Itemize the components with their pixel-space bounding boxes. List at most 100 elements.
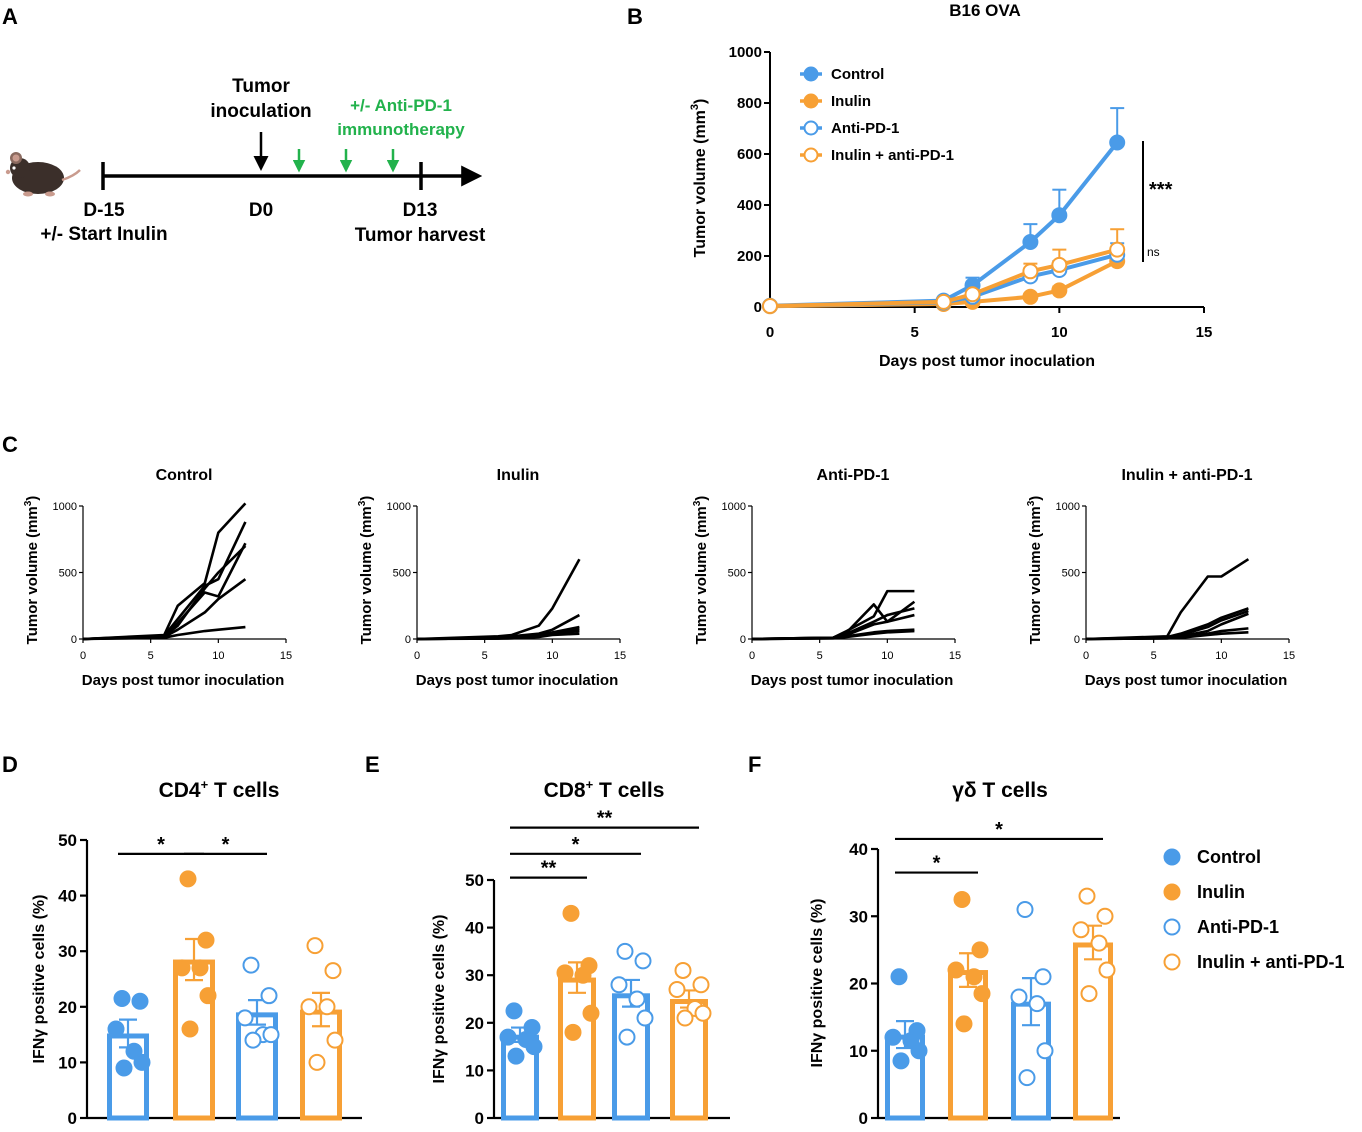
y-axis-label-end: ) (692, 99, 709, 104)
x-tick-label: 5 (148, 650, 154, 662)
y-tick-label: 40 (465, 919, 484, 938)
y-tick-label: 0 (475, 1109, 484, 1128)
data-point (1096, 907, 1114, 925)
legend-swatch-marker (803, 93, 819, 109)
legend-label-inulin: Inulin (831, 93, 871, 110)
mouse-line-m3 (751, 607, 915, 641)
data-point (1018, 1069, 1036, 1087)
x-tick-label: 10 (1215, 650, 1227, 662)
legend-swatch (1163, 953, 1181, 971)
data-point (326, 1031, 344, 1049)
data-point (618, 1028, 636, 1046)
x-tick-label: 0 (749, 650, 755, 662)
y-tick-label: 1000 (387, 501, 411, 513)
x-tick-label: 10 (881, 650, 893, 662)
chart-title: γδ T cells (952, 779, 1048, 802)
inoculation-label: inoculation (210, 101, 311, 122)
immunotherapy-label: immunotherapy (337, 120, 465, 139)
y-tick-label: 0 (1074, 634, 1080, 646)
y-tick-label: 50 (465, 871, 484, 890)
data-point (1051, 282, 1068, 299)
chart-title-end: T cells (593, 779, 664, 802)
x-axis-label: Days post tumor inoculation (82, 672, 285, 689)
chart-title: Control (156, 467, 213, 484)
data-point (306, 937, 324, 955)
small-chart-inulin: Inulin 0 5 10 15 0 500 1000 Days post tumor inoc… (357, 467, 626, 689)
data-point (181, 1020, 199, 1038)
bar-group-inulin (947, 890, 991, 1121)
comparison-label: ** (597, 808, 613, 830)
y-axis-label-end: ) (693, 496, 710, 501)
chart-title-sup: + (201, 777, 209, 792)
bar-group-inulin-anti-pd-1 (668, 961, 712, 1121)
day-start-label: D-15 (83, 200, 125, 221)
data-point (1078, 887, 1096, 905)
data-point (610, 976, 628, 994)
mouse-line-m1 (1085, 558, 1250, 641)
chart-title-sup: + (586, 777, 594, 792)
y-tick-label: 10 (849, 1042, 868, 1061)
data-point (692, 976, 710, 994)
x-tick-label: 10 (212, 650, 224, 662)
data-point (131, 992, 149, 1010)
legend-label-inulin: Inulin (1197, 882, 1245, 902)
x-axis-label: Days post tumor inoculation (879, 353, 1095, 370)
bar-group-control (499, 1002, 543, 1121)
y-tick-label: 600 (737, 146, 762, 163)
y-tick-label: 20 (58, 998, 77, 1017)
panel-label-a: A (2, 4, 18, 29)
series-inulin-anti-pd-1 (762, 228, 1126, 314)
y-tick-label: 500 (1062, 568, 1080, 580)
y-tick-label: 400 (737, 197, 762, 214)
data-point (884, 1028, 902, 1046)
data-point (564, 1023, 582, 1041)
panel-label-d: D (2, 752, 18, 777)
y-axis-label-main: Tumor volume (mm (692, 110, 709, 257)
y-tick-label: 40 (58, 887, 77, 906)
comparison-label: * (222, 834, 230, 856)
data-point (199, 987, 217, 1005)
y-axis-label: Tumor volume (mm3) (357, 496, 375, 645)
y-tick-label: 0 (754, 299, 762, 316)
x-tick-label: 5 (482, 650, 488, 662)
y-tick-label: 20 (849, 975, 868, 994)
data-point (562, 904, 580, 922)
data-point (1109, 241, 1126, 258)
data-point (1051, 256, 1068, 273)
data-point (955, 1015, 973, 1033)
mouse-line-m6 (416, 632, 580, 641)
mouse-line-m6 (1085, 631, 1249, 641)
y-tick-label: 20 (465, 1014, 484, 1033)
y-tick-label: 500 (393, 568, 411, 580)
data-point (668, 980, 686, 998)
legend-swatch-marker (803, 147, 819, 163)
data-point (236, 1009, 254, 1027)
bar-group-inulin (173, 870, 217, 1121)
legend-label-anti-pd-1: Anti-PD-1 (1197, 917, 1279, 937)
legend-swatch-marker (803, 120, 819, 136)
timeline-panel: Tumor inoculation +/- Anti-PD-1 immunoth… (5, 76, 486, 246)
data-point (1098, 961, 1116, 979)
data-point (197, 931, 215, 949)
series-control (762, 107, 1126, 314)
y-axis-label: Tumor volume (mm3) (1026, 496, 1044, 645)
series-line (769, 247, 1118, 308)
data-point (244, 1031, 262, 1049)
y-tick-label: 1000 (722, 501, 746, 513)
y-tick-label: 40 (849, 840, 868, 859)
x-tick-label: 0 (1083, 650, 1089, 662)
data-point (525, 1038, 543, 1056)
y-tick-label: 0 (71, 634, 77, 646)
series-line (769, 141, 1119, 308)
small-chart-anti-pd-1: Anti-PD-1 0 5 10 15 0 500 1000 Days post tumor i… (692, 467, 961, 689)
panel-d-chart: CD4+ T cells 0 10 20 30 40 50 IFNγ positive cel… (31, 777, 362, 1128)
comparison-label: * (933, 853, 941, 875)
y-axis-label-main: Tumor volume (mm (24, 506, 41, 644)
data-point (1022, 263, 1039, 280)
data-point (676, 1009, 694, 1027)
y-axis-label: IFNγ positive cells (%) (809, 899, 826, 1068)
day-zero-label: D0 (249, 200, 273, 221)
y-tick-label: 200 (737, 248, 762, 265)
y-tick-label: 1000 (729, 44, 762, 61)
data-point (113, 989, 131, 1007)
